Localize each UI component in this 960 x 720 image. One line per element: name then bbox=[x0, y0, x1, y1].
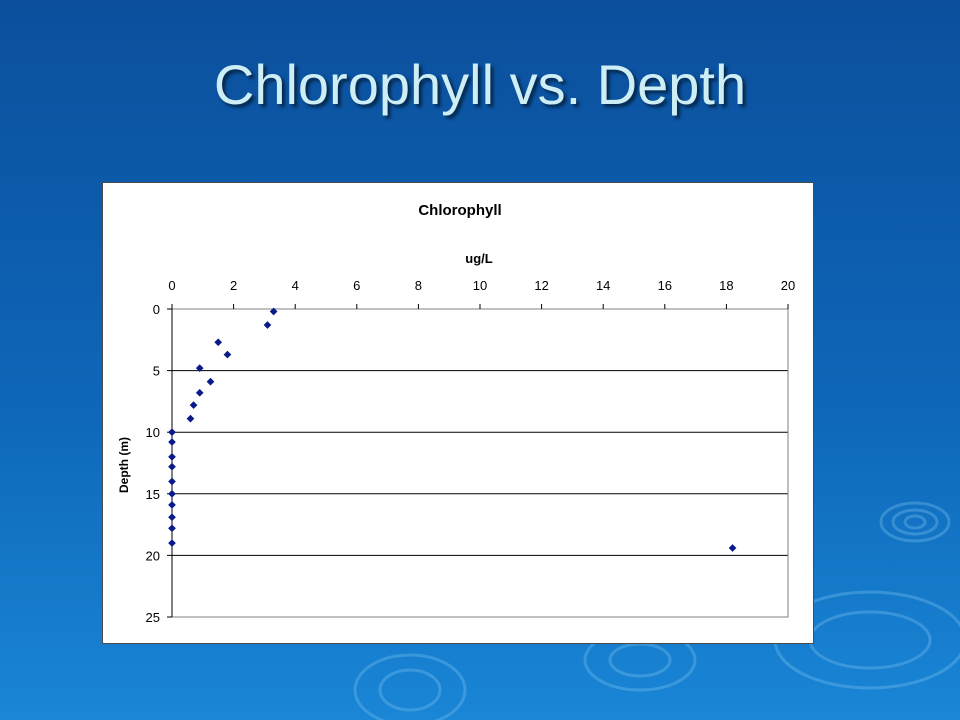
data-point bbox=[214, 338, 223, 347]
data-point bbox=[168, 513, 176, 522]
gridlines bbox=[172, 370, 788, 556]
data-point bbox=[206, 377, 215, 386]
data-point bbox=[168, 477, 176, 486]
data-point bbox=[195, 364, 204, 373]
data-points bbox=[168, 307, 737, 552]
y-tick-label: 20 bbox=[146, 548, 160, 563]
data-point bbox=[168, 539, 176, 548]
data-point bbox=[168, 489, 176, 498]
chart-container: Chlorophyll ug/L Depth (m) 0 2 4 6 8 10 12 14 16… bbox=[102, 182, 814, 644]
x-tick-label: 20 bbox=[781, 278, 795, 293]
x-tick-label: 10 bbox=[473, 278, 487, 293]
y-tick-label: 25 bbox=[146, 610, 160, 625]
x-tick-label: 12 bbox=[534, 278, 548, 293]
data-point bbox=[269, 307, 278, 316]
x-tick-label: 8 bbox=[415, 278, 422, 293]
y-tick-label: 0 bbox=[153, 302, 160, 317]
x-tick-label: 6 bbox=[353, 278, 360, 293]
x-tick-label: 4 bbox=[292, 278, 299, 293]
x-tick-label: 0 bbox=[168, 278, 175, 293]
data-point bbox=[168, 452, 176, 461]
plot-area bbox=[171, 308, 789, 618]
y-tick-label: 5 bbox=[153, 364, 160, 379]
data-point bbox=[168, 428, 176, 437]
y-axis-ticks: 0 5 10 15 20 25 bbox=[146, 302, 173, 625]
x-tick-label: 16 bbox=[658, 278, 672, 293]
data-point bbox=[263, 321, 272, 329]
data-point bbox=[223, 350, 232, 359]
chart-title: Chlorophyll bbox=[418, 202, 501, 219]
y-tick-label: 10 bbox=[146, 425, 160, 440]
x-tick-label: 2 bbox=[230, 278, 237, 293]
y-tick-label: 15 bbox=[146, 487, 160, 502]
data-point bbox=[168, 500, 176, 509]
x-tick-label: 18 bbox=[719, 278, 733, 293]
y-axis-label: Depth (m) bbox=[117, 437, 131, 493]
x-axis-label: ug/L bbox=[465, 251, 492, 266]
x-tick-label: 14 bbox=[596, 278, 610, 293]
data-point bbox=[168, 462, 176, 471]
x-axis-ticks: 0 2 4 6 8 10 12 14 16 18 20 bbox=[168, 278, 795, 309]
data-point bbox=[189, 401, 198, 410]
data-point bbox=[168, 438, 176, 447]
slide-title: Chlorophyll vs. Depth bbox=[213, 53, 747, 116]
data-point bbox=[168, 524, 176, 533]
data-point bbox=[728, 544, 737, 552]
data-point bbox=[195, 388, 204, 397]
scatter-chart: Chlorophyll ug/L Depth (m) 0 2 4 6 8 10 12 14 16… bbox=[117, 202, 795, 625]
data-point bbox=[186, 414, 195, 423]
